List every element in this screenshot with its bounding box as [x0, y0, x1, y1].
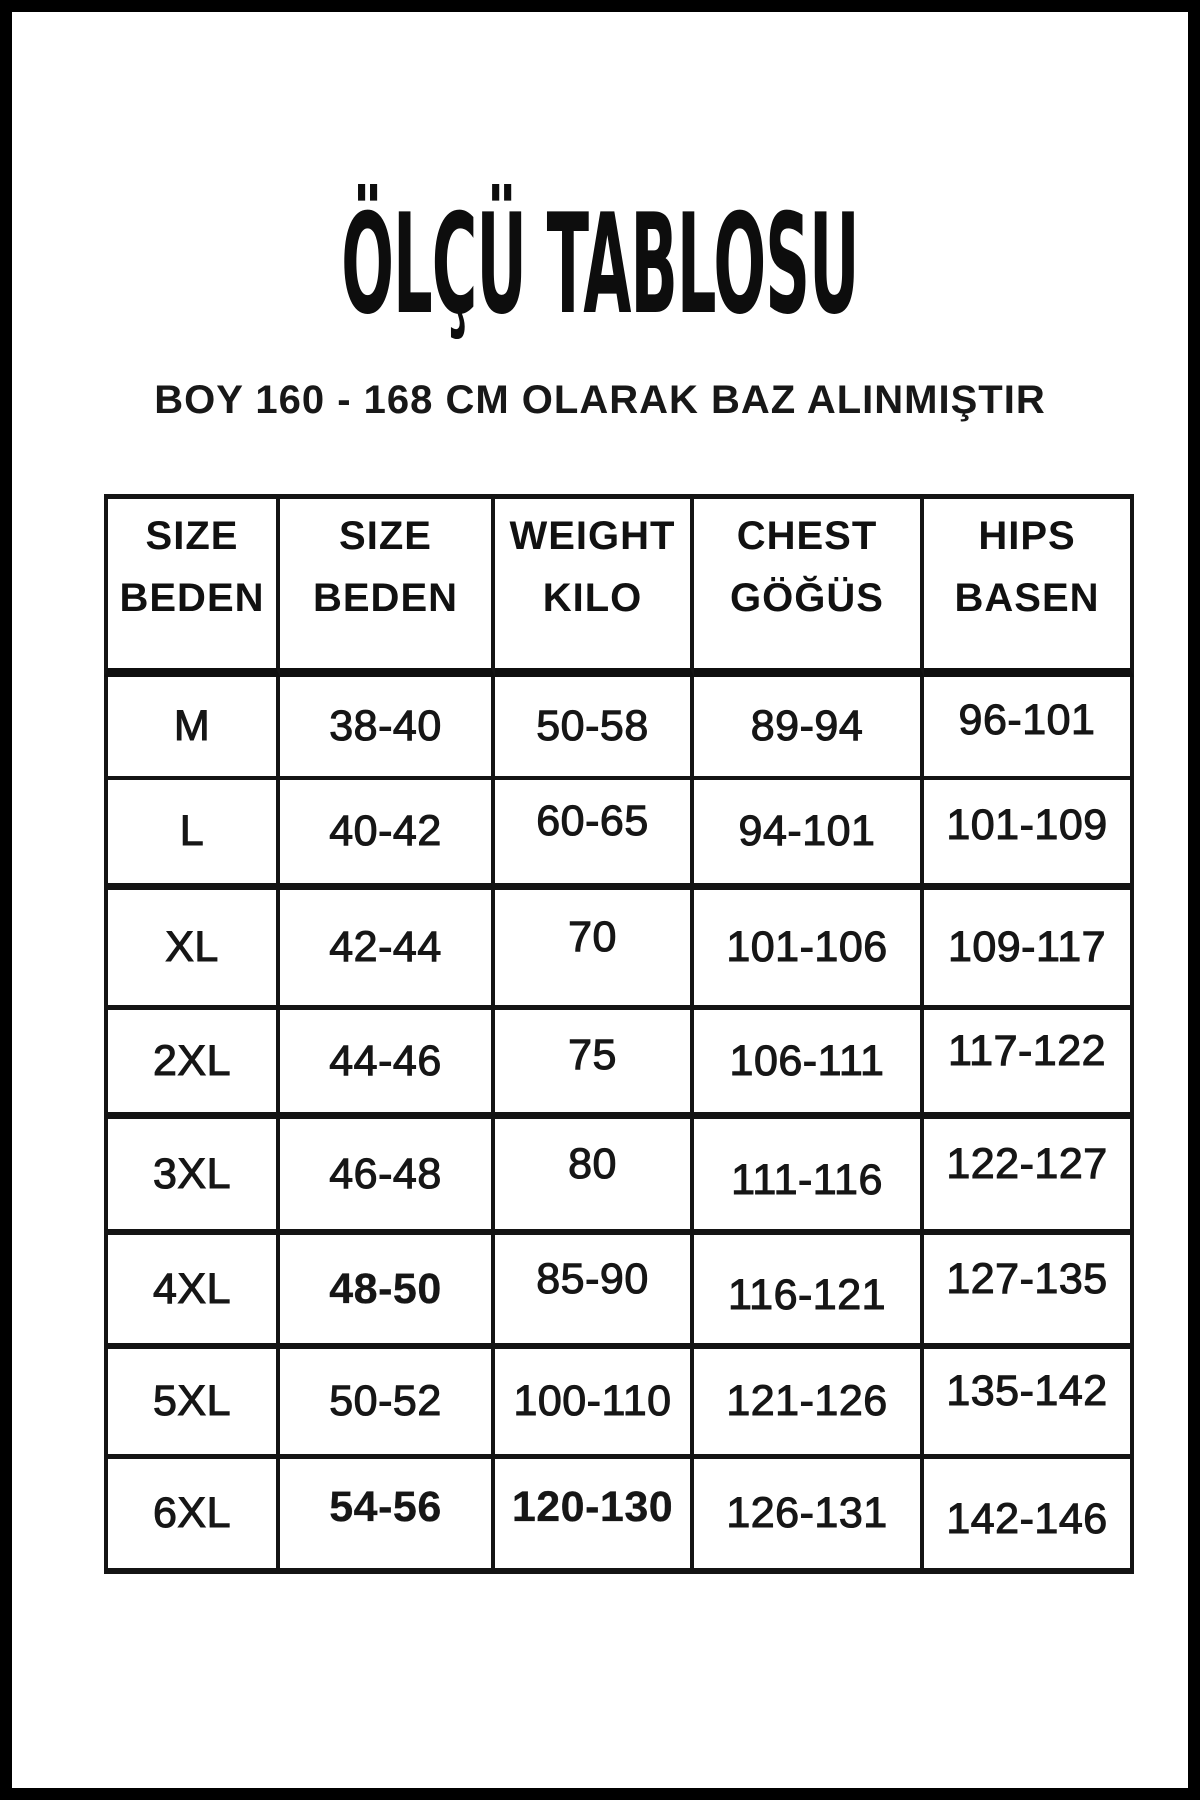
header-cell-hips: HIPS BASEN [924, 494, 1134, 677]
table-cell: M [104, 677, 280, 780]
table-cell: 75 [495, 1010, 694, 1119]
table-cell: 3XL [104, 1119, 280, 1235]
table-cell: 121-126 [694, 1349, 924, 1459]
table-cell: 122-127 [924, 1119, 1134, 1235]
table-cell: 96-101 [924, 677, 1134, 780]
table-cell: 127-135 [924, 1235, 1134, 1349]
table-cell: XL [104, 890, 280, 1010]
table-cell: 142-146 [924, 1459, 1134, 1574]
page-title: ÖLÇÜ TABLOSU [341, 183, 859, 345]
table-cell: 6XL [104, 1459, 280, 1574]
header-line-en: SIZE [145, 513, 239, 558]
table-cell: 106-111 [694, 1010, 924, 1119]
table-cell: 48-50 [280, 1235, 495, 1349]
table-cell: 101-106 [694, 890, 924, 1010]
table-cell: 50-58 [495, 677, 694, 780]
table-cell: 94-101 [694, 780, 924, 890]
table-cell: 117-122 [924, 1010, 1134, 1119]
table-cell: 80 [495, 1119, 694, 1235]
table-cell: 70 [495, 890, 694, 1010]
table-cell: 111-116 [694, 1119, 924, 1235]
header-cell-size-2: SIZE BEDEN [280, 494, 495, 677]
table-cell: 101-109 [924, 780, 1134, 890]
table-cell: 116-121 [694, 1235, 924, 1349]
header-cell-size-1: SIZE BEDEN [104, 494, 280, 677]
table-cell: 126-131 [694, 1459, 924, 1574]
page-subtitle: BOY 160 - 168 CM OLARAK BAZ ALINMIŞTIR [154, 378, 1046, 422]
table-cell: 60-65 [495, 780, 694, 890]
header-line-en: SIZE [339, 513, 432, 558]
table-cell: 40-42 [280, 780, 495, 890]
table-cell: L [104, 780, 280, 890]
table-cell: 120-130 [495, 1459, 694, 1574]
header-cell-chest: CHEST GÖĞÜS [694, 494, 924, 677]
table-cell: 85-90 [495, 1235, 694, 1349]
table-cell: 46-48 [280, 1119, 495, 1235]
table-cell: 2XL [104, 1010, 280, 1119]
table-cell: 100-110 [495, 1349, 694, 1459]
header-line-tr: BEDEN [312, 575, 459, 620]
table-cell: 109-117 [924, 890, 1134, 1010]
header-line-tr: BASEN [954, 575, 1100, 620]
table-cell: 44-46 [280, 1010, 495, 1119]
header-line-tr: GÖĞÜS [730, 575, 884, 620]
header-line-tr: BEDEN [119, 575, 265, 620]
header-line-en: HIPS [978, 513, 1076, 558]
table-cell: 42-44 [280, 890, 495, 1010]
header-line-en: CHEST [736, 513, 878, 558]
table-cell: 38-40 [280, 677, 495, 780]
header-cell-weight: WEIGHT KILO [495, 494, 694, 677]
header-line-en: WEIGHT [509, 513, 676, 558]
header-line-tr: KILO [542, 575, 643, 620]
table-cell: 89-94 [694, 677, 924, 780]
table-cell: 135-142 [924, 1349, 1134, 1459]
table-cell: 5XL [104, 1349, 280, 1459]
size-table: SIZE BEDEN SIZE BEDEN WEIGHT KILO CHEST … [104, 494, 1134, 1574]
page-title-wrap: ÖLÇÜ TABLOSU [12, 162, 1188, 367]
table-cell: 50-52 [280, 1349, 495, 1459]
table-cell: 54-56 [280, 1459, 495, 1574]
table-cell: 4XL [104, 1235, 280, 1349]
